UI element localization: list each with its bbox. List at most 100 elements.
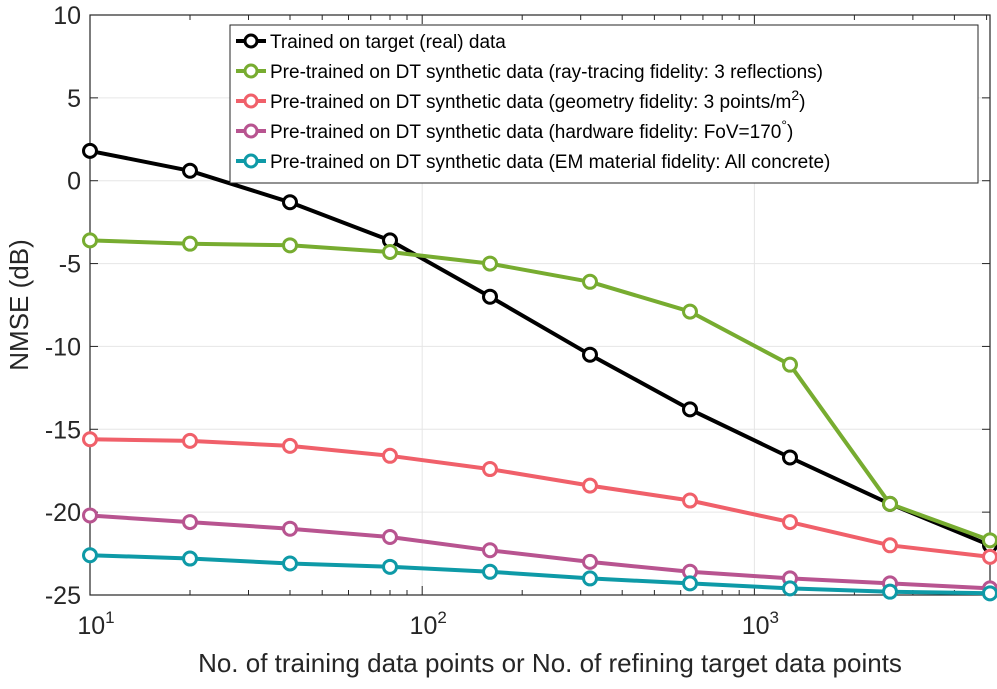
legend-swatch-marker [243, 63, 259, 79]
data-point [982, 585, 997, 602]
data-point [882, 495, 898, 512]
data-point [482, 288, 498, 305]
legend-label-tail: ) [799, 92, 805, 113]
x-axis-label: No. of training data points or No. of re… [198, 648, 902, 678]
data-point [382, 447, 398, 464]
data-point [682, 492, 698, 509]
legend-swatch-marker [243, 123, 259, 139]
legend-item: Trained on target (real) data [236, 32, 506, 53]
data-point [182, 235, 198, 252]
data-point [282, 237, 298, 254]
data-point [682, 303, 698, 320]
legend-label-superscript: 2 [791, 87, 799, 103]
y-tick-label: -20 [45, 499, 81, 527]
data-point [682, 575, 698, 592]
data-point [282, 437, 298, 454]
legend-label: Pre-trained on DT synthetic data (hardwa… [270, 117, 793, 143]
data-point [582, 346, 598, 363]
data-point [882, 537, 898, 554]
data-point [982, 548, 997, 565]
legend-item: Pre-trained on DT synthetic data (geomet… [236, 87, 805, 113]
data-point [82, 547, 98, 564]
legend-label: Trained on target (real) data [270, 32, 506, 53]
data-point [782, 356, 798, 373]
data-point [982, 532, 997, 549]
x-tick-exponent: 2 [437, 608, 446, 627]
legend-label: Pre-trained on DT synthetic data (ray-tr… [270, 62, 823, 83]
data-point [482, 563, 498, 580]
data-point [282, 555, 298, 572]
data-point [782, 514, 798, 531]
data-point [582, 477, 598, 494]
data-point [282, 194, 298, 211]
x-tick-exponent: 3 [770, 608, 779, 627]
series-1 [82, 232, 997, 549]
data-point [182, 162, 198, 179]
legend-label: Pre-trained on DT synthetic data (EM mat… [270, 152, 830, 173]
data-point [182, 432, 198, 449]
data-point [182, 550, 198, 567]
data-point [682, 401, 698, 418]
data-point [482, 255, 498, 272]
data-point [482, 542, 498, 559]
data-point [82, 431, 98, 448]
data-point [82, 142, 98, 159]
series-group [82, 142, 997, 602]
data-point [782, 580, 798, 597]
legend-box [229, 24, 979, 184]
legend-label-tail: ) [787, 122, 793, 143]
legend: Trained on target (real) data Pre-trained… [229, 24, 979, 184]
legend-swatch-marker [243, 33, 259, 49]
legend-item: Pre-trained on DT synthetic data (hardwa… [236, 117, 793, 143]
y-tick-label: 5 [67, 85, 81, 113]
legend-label-text: Trained on target (real) data [270, 32, 506, 53]
legend-label-superscript: ° [781, 117, 787, 133]
legend-item: Pre-trained on DT synthetic data (EM mat… [236, 152, 830, 173]
y-axis-label: NMSE (dB) [4, 239, 34, 370]
series-2 [82, 431, 997, 565]
series-line [89, 553, 991, 596]
legend-swatch-marker [243, 153, 259, 169]
legend-label-text: Pre-trained on DT synthetic data (hardwa… [270, 122, 781, 143]
data-point [82, 232, 98, 249]
data-point [582, 553, 598, 570]
series-line [89, 437, 991, 559]
series-3 [82, 507, 997, 597]
data-point [282, 520, 298, 537]
legend-label-text: Pre-trained on DT synthetic data (EM mat… [270, 152, 830, 173]
data-point [382, 558, 398, 575]
y-tick-label: -25 [45, 582, 81, 610]
legend-label-text: Pre-trained on DT synthetic data (geomet… [270, 92, 791, 113]
data-point [382, 243, 398, 260]
x-tick-base: 10 [742, 612, 770, 640]
x-tick-base: 10 [77, 612, 105, 640]
data-point [82, 507, 98, 524]
x-tick-base: 10 [410, 612, 438, 640]
legend-swatch-marker [243, 93, 259, 109]
series-line [89, 148, 991, 548]
data-point [582, 273, 598, 290]
x-tick-label: 102 [410, 608, 447, 640]
y-tick-label: -15 [45, 416, 81, 444]
legend-item: Pre-trained on DT synthetic data (ray-tr… [236, 62, 823, 83]
legend-label: Pre-trained on DT synthetic data (geomet… [270, 87, 805, 113]
series-line [89, 513, 991, 591]
y-tick-label: 0 [67, 168, 81, 196]
legend-label-text: Pre-trained on DT synthetic data (ray-tr… [270, 62, 823, 83]
y-tick-label: 10 [53, 2, 81, 30]
data-point [482, 461, 498, 478]
y-tick-label: -5 [59, 251, 81, 279]
series-line [89, 238, 991, 543]
plot-frame [89, 14, 991, 596]
series-4 [82, 547, 997, 602]
data-point [782, 449, 798, 466]
y-tick-label: -10 [45, 333, 81, 361]
data-point [382, 529, 398, 545]
data-point [882, 583, 898, 600]
data-point [582, 570, 598, 587]
x-tick-exponent: 1 [105, 608, 114, 627]
x-tick-label: 103 [742, 608, 779, 640]
x-tick-label: 101 [77, 608, 114, 640]
